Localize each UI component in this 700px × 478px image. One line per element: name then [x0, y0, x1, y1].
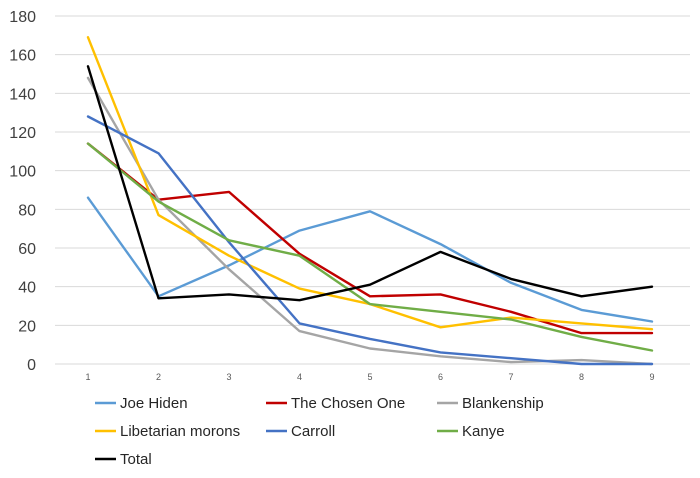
- legend-label-joe-hiden: Joe Hiden: [120, 395, 188, 412]
- series-line-blankenship: [86, 76, 654, 366]
- x-tick-label: 7: [508, 372, 513, 382]
- series-line-kanye: [86, 142, 654, 352]
- x-tick-label: 6: [438, 372, 443, 382]
- x-tick-label: 2: [156, 372, 161, 382]
- legend-label-libetarian-morons: Libetarian morons: [120, 423, 240, 440]
- legend-label-blankenship: Blankenship: [462, 395, 544, 412]
- series-lines: [86, 36, 654, 366]
- series-line-the-chosen-one: [86, 142, 654, 335]
- y-tick-label: 60: [18, 241, 36, 258]
- series-line-carroll: [86, 115, 654, 366]
- legend: Joe Hiden The Chosen One Blankenship Libeta…: [95, 395, 544, 468]
- legend-label-total: Total: [120, 451, 152, 468]
- legend-label-kanye: Kanye: [462, 423, 505, 440]
- y-tick-label: 120: [9, 125, 36, 142]
- x-tick-label: 1: [85, 372, 90, 382]
- legend-label-carroll: Carroll: [291, 423, 335, 440]
- x-tick-label: 8: [579, 372, 584, 382]
- series-line-total: [86, 65, 654, 302]
- gridlines: [55, 15, 690, 365]
- x-tick-label: 3: [226, 372, 231, 382]
- x-tick-label: 5: [367, 372, 372, 382]
- x-tick-label: 4: [297, 372, 302, 382]
- y-axis-ticks: 0 20 40 60 80 100 120 140 160 180: [9, 9, 36, 374]
- y-tick-label: 0: [27, 357, 36, 374]
- y-tick-label: 80: [18, 202, 36, 219]
- y-tick-label: 140: [9, 86, 36, 103]
- legend-label-the-chosen-one: The Chosen One: [291, 395, 405, 412]
- x-axis-ticks: 1 2 3 4 5 6 7 8 9: [85, 372, 654, 382]
- y-tick-label: 100: [9, 164, 36, 181]
- y-tick-label: 180: [9, 9, 36, 26]
- series-line-joe-hiden: [86, 196, 654, 323]
- y-tick-label: 20: [18, 318, 36, 335]
- x-tick-label: 9: [649, 372, 654, 382]
- y-tick-label: 40: [18, 280, 36, 297]
- y-tick-label: 160: [9, 48, 36, 65]
